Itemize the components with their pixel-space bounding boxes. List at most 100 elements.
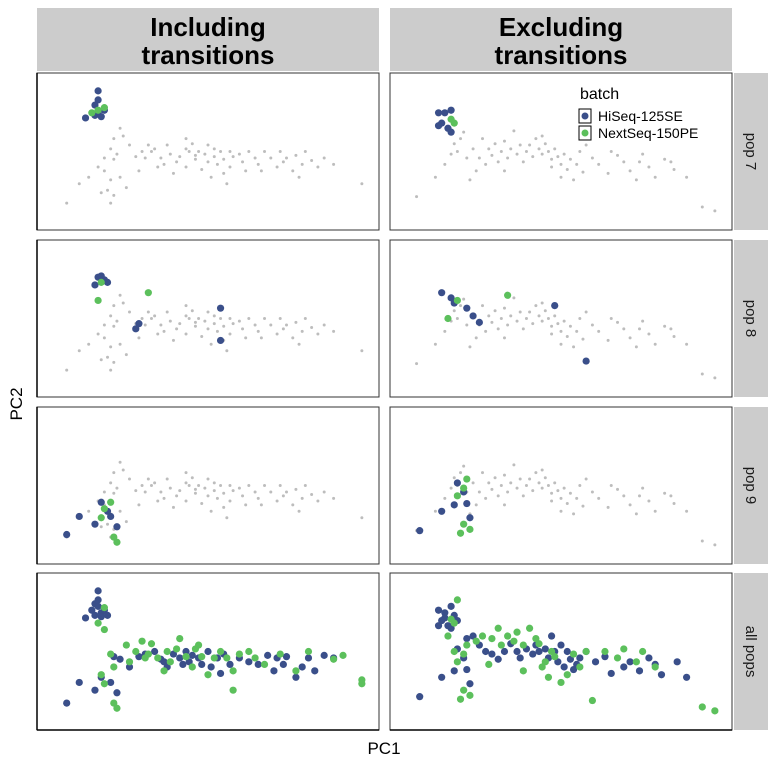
background-point (572, 178, 576, 182)
background-point (534, 471, 538, 475)
background-point (228, 165, 232, 169)
background-point (641, 319, 645, 323)
background-point (647, 332, 651, 336)
row-strip-label-2: pop 9 (742, 467, 759, 505)
background-point (578, 317, 582, 320)
hiseq-point (107, 512, 115, 521)
background-point (200, 168, 204, 172)
background-point (553, 314, 557, 318)
nextseq-point (122, 641, 130, 649)
panel-1-0 (389, 72, 733, 231)
background-point (281, 160, 285, 164)
background-point (197, 317, 201, 320)
background-point (209, 509, 213, 513)
background-point (109, 345, 113, 349)
hiseq-point (176, 654, 184, 662)
background-point (146, 310, 150, 314)
hiseq-point (179, 660, 187, 669)
background-point (474, 503, 478, 507)
background-point (568, 324, 572, 328)
column-strip-label-0-0: Including (150, 12, 266, 42)
hiseq-point (81, 114, 90, 122)
background-point (102, 490, 106, 494)
background-point (190, 309, 194, 313)
background-point (300, 162, 304, 166)
background-point (153, 314, 157, 318)
hiseq-point (482, 647, 490, 656)
background-point (575, 496, 579, 500)
background-point (700, 372, 704, 376)
nextseq-point (551, 653, 559, 661)
background-point (490, 320, 494, 324)
background-point (149, 150, 153, 153)
background-point (518, 310, 522, 314)
background-point (700, 539, 704, 543)
hiseq-point (463, 499, 471, 508)
hiseq-point (591, 658, 600, 666)
background-point (322, 156, 326, 160)
background-point (628, 169, 632, 173)
hiseq-point (535, 647, 543, 656)
background-point (281, 494, 285, 498)
background-point (484, 496, 488, 500)
background-point (253, 156, 257, 160)
background-point (647, 165, 651, 169)
background-point (443, 162, 447, 166)
background-point (162, 162, 166, 166)
background-point (550, 499, 554, 503)
background-point (206, 494, 210, 498)
background-point (506, 490, 510, 494)
background-point (143, 156, 147, 160)
hiseq-point (125, 663, 134, 671)
nextseq-point (453, 658, 461, 666)
background-point (285, 490, 288, 494)
background-point (118, 509, 122, 513)
background-point (112, 304, 116, 308)
background-point (487, 314, 491, 318)
nextseq-point (582, 647, 590, 656)
background-point (206, 160, 210, 164)
background-point (178, 155, 182, 159)
background-point (200, 335, 204, 339)
nextseq-point (460, 484, 468, 492)
background-point (616, 153, 620, 157)
hiseq-point (91, 101, 99, 109)
hiseq-point (450, 501, 458, 509)
background-point (278, 150, 282, 153)
background-point (493, 476, 497, 480)
background-point (499, 484, 503, 487)
x-axis-title: PC1 (367, 739, 400, 758)
hiseq-point (279, 660, 287, 669)
background-point (641, 486, 645, 490)
background-point (291, 336, 295, 340)
hiseq-point (292, 673, 300, 681)
background-point (332, 496, 336, 500)
background-point (65, 368, 69, 372)
background-point (212, 147, 216, 151)
background-point (669, 494, 673, 498)
background-point (149, 317, 153, 320)
background-point (502, 306, 506, 310)
nextseq-point (466, 691, 474, 699)
background-point (168, 486, 172, 490)
background-point (465, 323, 469, 327)
background-point (134, 489, 138, 493)
background-point (118, 175, 122, 179)
hiseq-point (494, 655, 502, 663)
background-point (278, 484, 282, 487)
background-point (578, 150, 582, 153)
background-point (534, 137, 538, 141)
background-point (524, 150, 528, 153)
background-point (713, 209, 717, 213)
background-point (597, 162, 601, 166)
background-point (669, 327, 673, 331)
background-point (128, 143, 131, 147)
background-point (685, 175, 689, 179)
hiseq-point (97, 498, 105, 506)
hiseq-point (434, 606, 443, 614)
background-point (496, 494, 500, 498)
background-point (212, 481, 216, 485)
hiseq-point (282, 653, 291, 661)
background-point (546, 484, 550, 487)
background-point (294, 320, 298, 324)
